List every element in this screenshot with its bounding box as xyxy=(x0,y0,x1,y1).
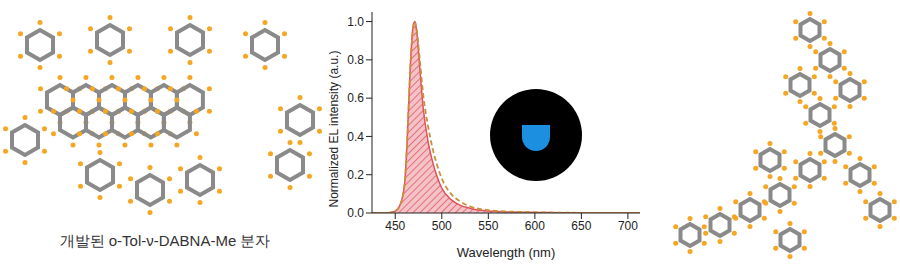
svg-text:450: 450 xyxy=(385,219,405,233)
svg-text:650: 650 xyxy=(571,219,591,233)
svg-text:0.8: 0.8 xyxy=(347,53,364,67)
svg-text:500: 500 xyxy=(432,219,452,233)
svg-text:550: 550 xyxy=(478,219,498,233)
svg-text:0.4: 0.4 xyxy=(347,130,364,144)
svg-text:700: 700 xyxy=(618,219,638,233)
svg-text:Wavelength (nm): Wavelength (nm) xyxy=(457,245,556,260)
svg-text:0.2: 0.2 xyxy=(347,168,364,182)
svg-text:0.0: 0.0 xyxy=(347,206,364,220)
svg-text:0.6: 0.6 xyxy=(347,91,364,105)
svg-text:1.0: 1.0 xyxy=(347,15,364,29)
svg-text:Normalized EL intensity (a.u.): Normalized EL intensity (a.u.) xyxy=(328,51,341,208)
html-text:개발된 o-Tol-ν-DABNA-Me 분자: 개발된 o-Tol-ν-DABNA-Me 분자 xyxy=(59,232,271,249)
svg-text:600: 600 xyxy=(525,219,545,233)
